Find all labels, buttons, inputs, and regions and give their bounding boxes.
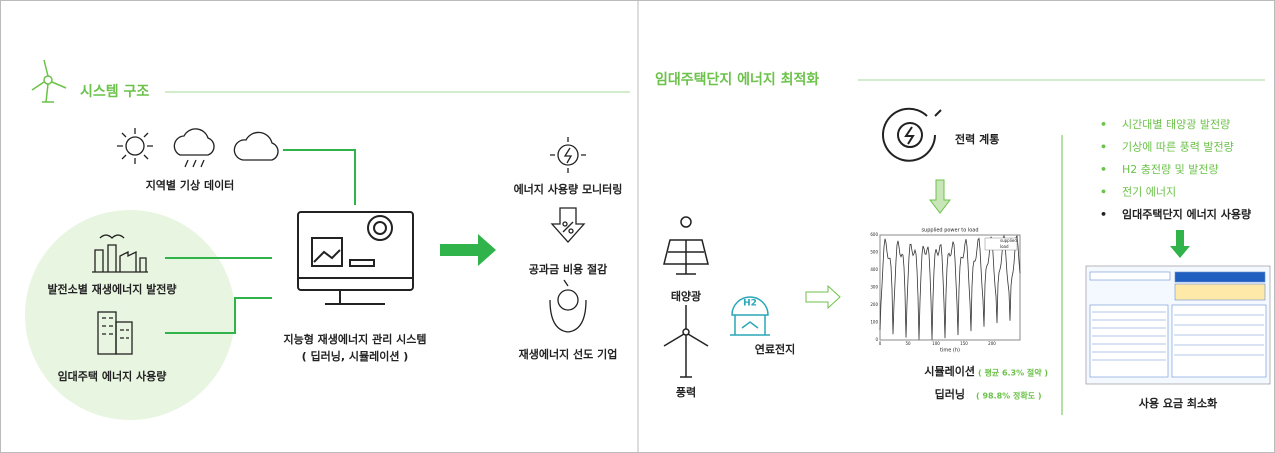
outcome-icons-part: [550, 137, 586, 173]
bill-image-part: [1090, 272, 1170, 280]
input-item: 시간대별 태양광 발전량: [1122, 118, 1230, 131]
x-tick-label: 50: [905, 341, 911, 346]
bill-image-part: [1175, 272, 1265, 282]
page-part: 재생에너지 선도 기업: [519, 347, 618, 361]
outcome-icons-part: [563, 222, 573, 232]
input-item: 임대주택단지 에너지 사용량: [1122, 207, 1251, 221]
monitor-icon-part: [350, 260, 374, 266]
outcome-icons-part: [563, 222, 567, 226]
power-plot: supplied power to load time (h) supplied…: [870, 228, 1020, 354]
weather-icons-part: [234, 132, 278, 160]
y-tick-label: 100: [870, 320, 878, 325]
page-part: H2: [743, 299, 757, 309]
y-tick-label: 500: [870, 250, 878, 255]
power-plot-part: supplied: [1000, 238, 1017, 243]
page-part: 임대주택단지 에너지 최적화: [655, 71, 819, 88]
x-tick-label: 200: [988, 341, 996, 346]
wind-turbine-icon: [664, 305, 708, 377]
page-part: ( 98.8% 정확도 ): [976, 391, 1042, 401]
page-part: 발전소별 재생에너지 발전량: [47, 282, 176, 296]
bill-image: [1086, 266, 1270, 384]
input-item: 기상에 따른 풍력 발전량: [1122, 141, 1234, 154]
green-connectors-part: [283, 150, 355, 205]
x-tick-label: 100: [932, 341, 940, 346]
bullet: •: [1100, 208, 1107, 221]
monitor-icon-part: [314, 250, 340, 262]
wind-icon-part: [44, 76, 52, 84]
weather-icons-part: [117, 128, 153, 164]
power-plot-part: supplied power to load: [921, 228, 978, 234]
input-list: • 시간대별 태양광 발전량 • 기상에 따른 풍력 발전량 • H2 충전량 및 발전량…: [1100, 118, 1251, 221]
outcome-icons-part: [552, 208, 584, 242]
page-part: 딥러닝: [935, 387, 965, 401]
page-part: 풍력: [676, 386, 696, 399]
page-part: ( 평균 6.3% 절약 ): [978, 368, 1048, 378]
input-item: H2 충전량 및 발전량: [1122, 163, 1219, 176]
source-circle: [25, 210, 235, 420]
bullet: •: [1100, 163, 1107, 176]
x-tick-label: 0: [879, 341, 882, 346]
y-tick-label: 200: [870, 302, 878, 307]
page: 시스템 구조 지역별 기상 데이터 발전소별 재생에너지 발전량 임대주택 에너…: [0, 0, 1275, 453]
page-part: 에너지 사용량 모니터링: [514, 182, 623, 196]
arrow: [930, 180, 950, 213]
page-part: 공과금 비용 절감: [529, 262, 608, 276]
page-part: 연료전지: [755, 342, 795, 356]
wind-icon: [32, 60, 66, 102]
page-part: 지능형 재생에너지 관리 시스템: [283, 332, 426, 346]
outcome-icons: [550, 137, 586, 332]
wind-icon-part: [32, 60, 66, 102]
page-part: 시뮬레이션: [924, 364, 975, 378]
weather-icons-part: [185, 160, 204, 167]
monitor-icon-part: [368, 216, 392, 240]
plot-frame: [880, 235, 1020, 340]
page-part: 지역별 기상 데이터: [146, 178, 235, 192]
power-plot-part: load: [1000, 244, 1009, 249]
bullet: •: [1100, 141, 1107, 154]
y-tick-label: 300: [870, 285, 878, 290]
page-part: 태양광: [671, 289, 701, 303]
solar-icon: [664, 217, 708, 274]
page-part: ( 딥러닝, 시뮬레이션 ): [302, 349, 409, 363]
weather-icons: [117, 128, 278, 167]
arrow: [1170, 230, 1190, 258]
page-part: 전력 계통: [955, 132, 999, 146]
page-part: 사용 요금 최소화: [1139, 396, 1218, 410]
input-item: 전기 에너지: [1122, 186, 1176, 199]
arrow: [440, 234, 496, 266]
page-part: 임대주택 에너지 사용량: [58, 369, 167, 383]
bill-image-part: [1175, 284, 1265, 300]
weather-icons-part: [174, 129, 214, 155]
bill-image-part: [1090, 305, 1168, 377]
solar-icon-part: [664, 240, 708, 274]
monitor-icon: [298, 212, 413, 304]
outcome-icons-part: [558, 290, 578, 310]
x-tick-label: 150: [960, 341, 968, 346]
power-plot-part: time (h): [940, 348, 960, 354]
bill-image-part: [1172, 305, 1266, 377]
y-tick-label: 600: [870, 232, 878, 237]
grid-icon-part: [906, 110, 941, 144]
bullet: •: [1100, 186, 1107, 199]
arrow: [806, 286, 840, 308]
outcome-icons-part: [550, 280, 586, 332]
outcome-icons-part: [569, 229, 573, 233]
grid-icon-part: [883, 109, 935, 161]
y-tick-label: 400: [870, 267, 878, 272]
grid-icon: [883, 109, 941, 161]
page-part: 시스템 구조: [80, 83, 149, 100]
wind-turbine-icon-part: [664, 305, 708, 377]
bullet: •: [1100, 118, 1107, 131]
solar-icon-part: [681, 217, 691, 227]
weather-icons-part: [126, 137, 144, 155]
